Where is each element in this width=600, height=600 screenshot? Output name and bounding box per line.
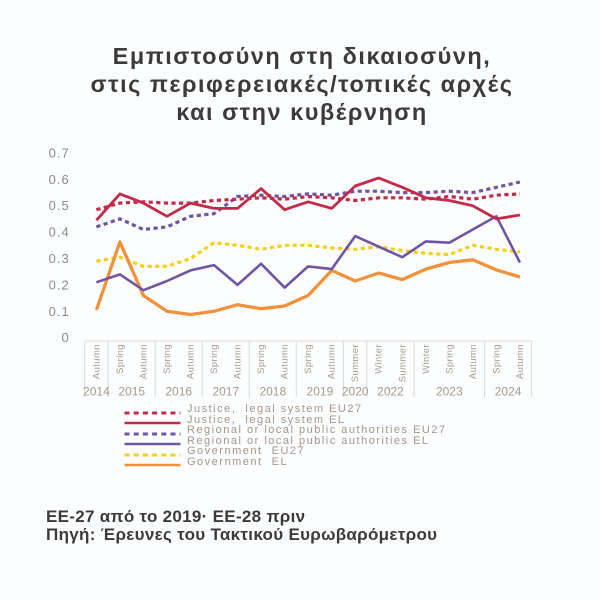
svg-text:0.7: 0.7 [49, 146, 70, 161]
svg-text:0.1: 0.1 [49, 304, 70, 319]
svg-text:Spring: Spring [444, 344, 455, 374]
svg-text:0.5: 0.5 [49, 198, 70, 213]
svg-text:Autumn: Autumn [468, 344, 479, 379]
svg-text:2019: 2019 [307, 384, 334, 398]
svg-text:Autumn: Autumn [327, 344, 338, 379]
svg-text:Autumn: Autumn [280, 344, 291, 379]
svg-text:2016: 2016 [165, 384, 192, 398]
svg-text:Winter: Winter [374, 344, 385, 374]
svg-text:2018: 2018 [259, 384, 286, 398]
svg-text:Spring: Spring [162, 344, 173, 374]
svg-text:2014: 2014 [83, 384, 110, 398]
svg-text:0.6: 0.6 [49, 172, 70, 187]
svg-text:Winter: Winter [421, 344, 432, 374]
svg-text:2024: 2024 [495, 384, 522, 398]
svg-text:0.4: 0.4 [49, 225, 70, 240]
svg-text:0: 0 [61, 330, 69, 345]
svg-text:2015: 2015 [118, 384, 145, 398]
svg-text:Spring: Spring [491, 344, 502, 374]
svg-text:Autumn: Autumn [515, 344, 526, 379]
svg-text:Autumn: Autumn [233, 344, 244, 379]
svg-text:Autumn: Autumn [138, 344, 149, 379]
svg-text:Spring: Spring [256, 344, 267, 374]
svg-text:Spring: Spring [303, 344, 314, 374]
svg-text:Summer: Summer [397, 344, 408, 382]
svg-text:Autumn: Autumn [186, 344, 197, 379]
svg-text:2017: 2017 [212, 384, 239, 398]
svg-text:0.3: 0.3 [49, 251, 70, 266]
svg-text:Summer: Summer [350, 344, 361, 382]
svg-text:Autumn: Autumn [91, 344, 102, 379]
svg-text:2020: 2020 [342, 384, 369, 398]
svg-text:2023: 2023 [436, 384, 463, 398]
svg-text:Spring: Spring [209, 344, 220, 374]
svg-text:2022: 2022 [377, 384, 404, 398]
svg-text:Spring: Spring [115, 344, 126, 374]
svg-text:0.2: 0.2 [49, 277, 70, 292]
